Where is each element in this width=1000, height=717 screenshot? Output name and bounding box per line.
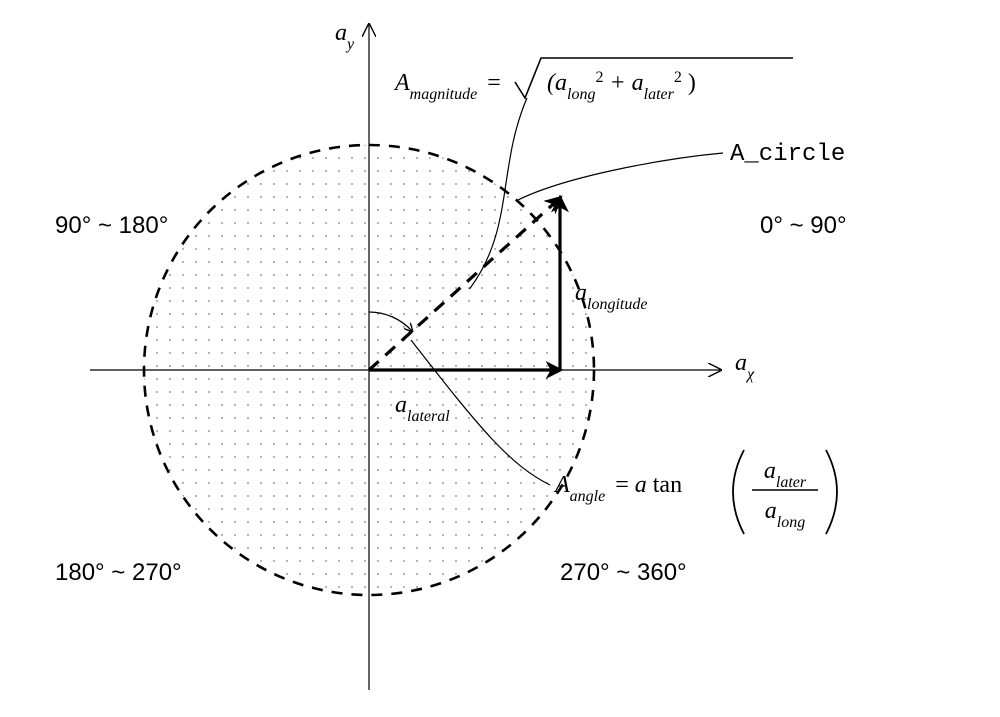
formula-magnitude: Amagnitude = (along2 + alater2 ) bbox=[393, 58, 793, 103]
quadrant-label: 270° ~ 360° bbox=[560, 559, 687, 586]
stipple-fill bbox=[130, 131, 600, 601]
a-lateral-label: alateral bbox=[395, 392, 450, 425]
svg-text:Aangle = a tan: Aangle = a tan bbox=[553, 472, 682, 505]
svg-text:along: along bbox=[765, 498, 805, 531]
quadrant-label: 0° ~ 90° bbox=[760, 212, 847, 239]
angle-arc bbox=[369, 312, 412, 331]
axis-y-label: ay bbox=[335, 20, 355, 53]
quadrant-label: 90° ~ 180° bbox=[55, 212, 168, 239]
svg-text:alater: alater bbox=[764, 458, 807, 491]
quadrant-label: 180° ~ 270° bbox=[55, 559, 182, 586]
vector-a-magnitude bbox=[369, 198, 560, 370]
svg-text:(along2 + alater2 ): (along2 + alater2 ) bbox=[547, 69, 696, 103]
a-circle-label: A_circle bbox=[730, 141, 845, 168]
axis-x-label: aχ bbox=[735, 350, 755, 383]
svg-text:Amagnitude =: Amagnitude = bbox=[393, 70, 501, 103]
leader-magnitude bbox=[470, 98, 528, 289]
leader-a-circle bbox=[517, 153, 723, 201]
a-circle-region bbox=[130, 131, 600, 601]
formula-angle: Aangle = a tan alater along bbox=[553, 450, 837, 534]
